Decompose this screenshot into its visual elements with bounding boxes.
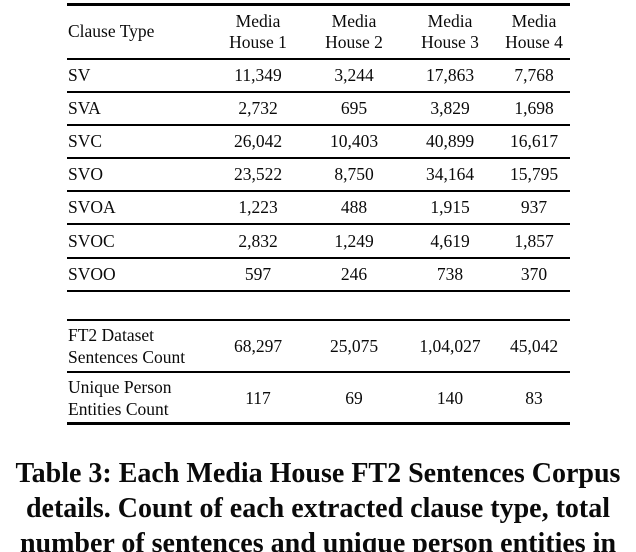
count-cell: 246: [340, 263, 368, 284]
table-caption: Table 3: Each Media House FT2 Sentences …: [0, 456, 636, 552]
summary-table: FT2 Dataset Sentences Count 68,297 25,07…: [67, 318, 570, 426]
col-header-media-house-4: Media House 4: [498, 5, 570, 59]
header-line: House 3: [421, 31, 479, 52]
col-header-clause-type: Clause Type: [68, 21, 155, 42]
count-cell: 69: [345, 387, 363, 408]
count-cell: 1,857: [514, 230, 554, 251]
col-header-media-house-2: Media House 2: [306, 5, 402, 59]
count-cell: 3,244: [334, 64, 374, 85]
table-row: SVOA 1,223 488 1,915 937: [67, 191, 570, 225]
count-cell: 1,223: [238, 197, 278, 218]
summary-label-cell: Unique Person Entities Count: [67, 372, 210, 424]
header-line: Media: [511, 10, 557, 31]
header-line: Media: [235, 10, 281, 31]
clause-type-cell: SVOO: [68, 263, 116, 284]
header-line: House 1: [229, 31, 287, 52]
count-cell: 7,768: [514, 64, 554, 85]
clause-counts-table: Clause Type Media House 1 Media House 2 …: [67, 3, 570, 292]
count-cell: 1,698: [514, 97, 554, 118]
count-cell: 488: [340, 197, 368, 218]
count-cell: 1,915: [430, 197, 470, 218]
count-cell: 68,297: [233, 335, 283, 356]
header-line: House 4: [505, 31, 563, 52]
count-cell: 34,164: [425, 164, 475, 185]
count-cell: 140: [436, 387, 464, 408]
count-cell: 1,04,027: [419, 335, 481, 356]
count-cell: 597: [244, 263, 272, 284]
count-cell: 2,832: [238, 230, 278, 251]
count-cell: 370: [520, 263, 548, 284]
table-header-row: Clause Type Media House 1 Media House 2 …: [67, 5, 570, 59]
clause-type-cell: SVO: [68, 164, 104, 185]
table-3-block: Clause Type Media House 1 Media House 2 …: [67, 3, 570, 426]
count-cell: 937: [520, 197, 548, 218]
count-cell: 4,619: [430, 230, 470, 251]
header-line: Media: [427, 10, 473, 31]
count-cell: 8,750: [334, 164, 374, 185]
count-cell: 17,863: [425, 64, 475, 85]
summary-label-line: FT2 Dataset: [68, 324, 155, 345]
count-cell: 45,042: [509, 335, 559, 356]
table-row: SVC 26,042 10,403 40,899 16,617: [67, 125, 570, 159]
table-section-gap: [67, 292, 570, 319]
count-cell: 695: [340, 97, 368, 118]
count-cell: 3,829: [430, 97, 470, 118]
caption-line: Table 3: Each Media House FT2 Sentences …: [15, 458, 621, 489]
count-cell: 25,075: [329, 335, 379, 356]
clause-type-cell: SVA: [68, 97, 101, 118]
col-header-media-house-3: Media House 3: [402, 5, 498, 59]
header-line: Media: [331, 10, 377, 31]
count-cell: 738: [436, 263, 464, 284]
table-row: SV 11,349 3,244 17,863 7,768: [67, 59, 570, 92]
clause-type-cell: SVOA: [68, 197, 116, 218]
summary-row: FT2 Dataset Sentences Count 68,297 25,07…: [67, 320, 570, 372]
count-cell: 10,403: [329, 130, 379, 151]
header-line: House 2: [325, 31, 383, 52]
count-cell: 1,249: [334, 230, 374, 251]
count-cell: 16,617: [509, 130, 559, 151]
caption-line: number of sentences and unique person en…: [19, 528, 617, 552]
clause-type-cell: SVC: [68, 130, 103, 151]
summary-row: Unique Person Entities Count 117 69 140 …: [67, 371, 570, 424]
summary-label-line: Entities Count: [68, 398, 169, 419]
clause-type-cell: SVOC: [68, 230, 115, 251]
count-cell: 117: [245, 387, 271, 408]
col-header-media-house-1: Media House 1: [210, 5, 306, 59]
count-cell: 40,899: [425, 130, 475, 151]
table-row: SVOC 2,832 1,249 4,619 1,857: [67, 224, 570, 258]
clause-type-cell: SV: [68, 64, 91, 85]
caption-line: details. Count of each extracted clause …: [25, 493, 610, 524]
count-cell: 23,522: [233, 164, 283, 185]
table-row: SVOO 597 246 738 370: [67, 258, 570, 291]
count-cell: 83: [525, 387, 543, 408]
count-cell: 11,349: [234, 64, 282, 85]
count-cell: 26,042: [233, 130, 283, 151]
summary-label-line: Unique Person: [68, 376, 172, 397]
count-cell: 15,795: [509, 164, 559, 185]
summary-label-line: Sentences Count: [68, 346, 186, 367]
table-row: SVO 23,522 8,750 34,164 15,795: [67, 158, 570, 192]
summary-label-cell: FT2 Dataset Sentences Count: [67, 320, 210, 372]
table-row: SVA 2,732 695 3,829 1,698: [67, 92, 570, 125]
count-cell: 2,732: [238, 97, 278, 118]
